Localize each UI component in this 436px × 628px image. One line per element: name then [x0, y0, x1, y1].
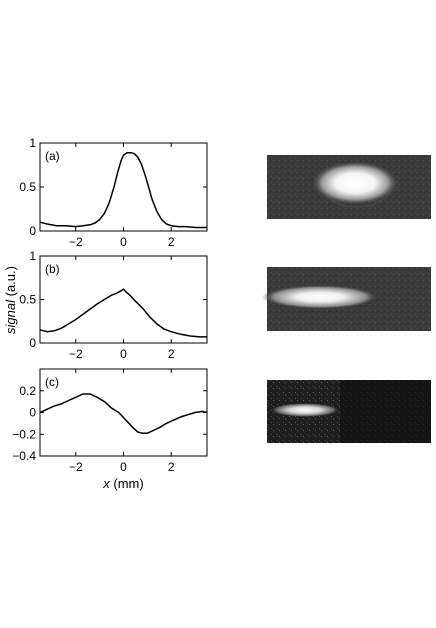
plot-c: −2 0 2 −0.4 −0.2 0 0.2 (c) x (mm)	[12, 368, 208, 491]
shared-y-axis-label: signal (a.u.)	[3, 266, 18, 334]
y-tick-label-c-0: −0.4	[12, 449, 36, 463]
x-tick-label-b-2: 2	[168, 347, 175, 361]
y-tick-label-c-1: −0.2	[12, 427, 36, 441]
panel-label-a: (a)	[45, 149, 60, 163]
series-line-c-0	[39, 393, 208, 434]
y-tick-label-a-2: 1	[29, 136, 36, 150]
spot-image-a	[267, 155, 431, 219]
panel-label-b: (b)	[45, 262, 60, 276]
spot-image-b	[262, 267, 431, 331]
y-tick-label-b-0: 0	[29, 336, 36, 350]
series-line-a-0	[39, 151, 207, 229]
panel-label-c: (c)	[45, 375, 59, 389]
y-tick-label-b-1: 0.5	[19, 293, 36, 307]
plot-a: −2 0 2 0 0.5 1 (a)	[19, 136, 208, 249]
plot-b: −2 0 2 0 0.5 1 (b)	[19, 249, 208, 361]
line-plots: −2 0 2 0 0.5 1 (a) −2 0 2 0 0.5 1 (b) −2 0 2 −0.4 −0.2 0 0.2…	[12, 136, 208, 491]
y-tick-label-a-0: 0	[29, 224, 36, 238]
x-tick-label-a-1: 0	[120, 235, 127, 249]
x-tick-label-c-1: 0	[120, 460, 127, 474]
x-tick-label-b-0: −2	[69, 347, 83, 361]
axes-frame-c	[39, 368, 208, 457]
series-line-b-0	[39, 288, 207, 338]
y-tick-label-a-1: 0.5	[19, 180, 36, 194]
x-tick-label-a-0: −2	[69, 235, 83, 249]
x-tick-label-c-2: 2	[168, 460, 175, 474]
y-tick-label-c-3: 0.2	[19, 384, 36, 398]
y-tick-label-b-2: 1	[29, 249, 36, 263]
x-tick-label-b-1: 0	[120, 347, 127, 361]
axes-frame-b	[39, 255, 208, 344]
x-tick-label-a-2: 2	[168, 235, 175, 249]
x-axis-label: x (mm)	[102, 476, 143, 491]
spot-image-c	[267, 380, 431, 443]
y-tick-label-c-2: 0	[29, 406, 36, 420]
x-tick-label-c-0: −2	[69, 460, 83, 474]
